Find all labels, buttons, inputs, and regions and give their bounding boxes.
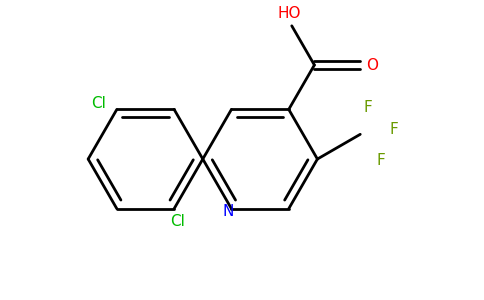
- Text: F: F: [363, 100, 372, 115]
- Text: F: F: [377, 153, 385, 168]
- Text: HO: HO: [277, 6, 301, 21]
- Text: O: O: [366, 58, 378, 73]
- Text: Cl: Cl: [91, 96, 106, 111]
- Text: N: N: [223, 204, 234, 219]
- Text: F: F: [390, 122, 399, 137]
- Text: Cl: Cl: [170, 214, 184, 230]
